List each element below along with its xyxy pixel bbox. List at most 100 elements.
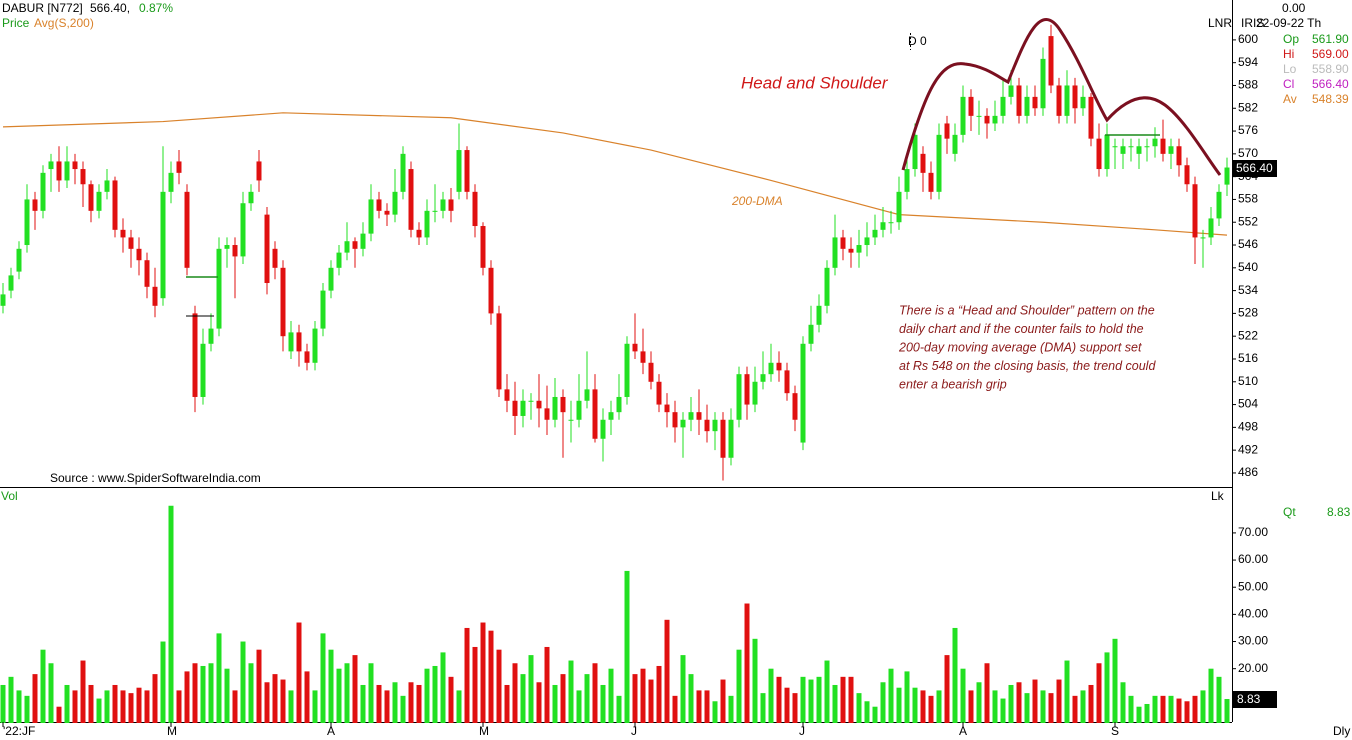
- volume-bar: [328, 649, 334, 723]
- volume-bar: [720, 679, 726, 723]
- volume-bar: [88, 684, 94, 723]
- candle-body: [144, 260, 150, 287]
- candle-body: [1096, 138, 1102, 170]
- candle-body: [632, 343, 638, 352]
- volume-corner: Lk: [1211, 489, 1225, 503]
- candle-body: [1176, 146, 1182, 166]
- candle-body: [360, 233, 366, 249]
- volume-bar: [568, 660, 574, 723]
- y-tick-label: 504: [1238, 397, 1258, 411]
- volume-bar: [792, 693, 798, 723]
- volume-tick-label: 70.00: [1238, 525, 1268, 539]
- candle-body: [1192, 184, 1198, 238]
- candle-body: [1016, 85, 1022, 116]
- volume-bar: [976, 682, 982, 723]
- volume-bar: [1016, 682, 1022, 723]
- candle-body: [136, 248, 142, 261]
- volume-bar: [1032, 679, 1038, 723]
- price-tag: 566.40: [1236, 161, 1273, 175]
- volume-bar: [1096, 663, 1102, 723]
- candle-body: [264, 214, 270, 284]
- info-label: Op: [1283, 32, 1299, 46]
- candle-body: [920, 153, 926, 173]
- legend-price: Price: [2, 16, 30, 30]
- volume-bar: [104, 690, 110, 723]
- volume-bar: [1024, 693, 1030, 723]
- candle-body: [416, 229, 422, 238]
- volume-bar: [1080, 690, 1086, 723]
- volume-bar: [576, 690, 582, 723]
- candle-body: [80, 169, 86, 185]
- candle-body: [192, 313, 198, 397]
- candle-body: [888, 222, 894, 224]
- volume-bar: [208, 663, 214, 723]
- candle-body: [48, 161, 54, 170]
- info-value: 561.90: [1312, 32, 1349, 46]
- change: 0.87%: [139, 1, 173, 15]
- candle-body: [656, 381, 662, 405]
- volume-bar: [1104, 652, 1110, 723]
- candle-body: [1224, 167, 1230, 185]
- candle-body: [352, 241, 358, 249]
- candle-body: [1048, 36, 1054, 86]
- volume-bar: [600, 684, 606, 723]
- candle-body: [224, 245, 230, 249]
- candle-body: [528, 400, 534, 402]
- volume-bar: [448, 676, 454, 723]
- candle-body: [544, 408, 550, 420]
- candle-body: [840, 237, 846, 249]
- y-tick-label: 588: [1238, 78, 1258, 92]
- volume-bar: [1208, 668, 1214, 723]
- candle-body: [1088, 96, 1094, 139]
- volume-bar: [456, 690, 462, 723]
- volume-bar: [536, 682, 542, 723]
- candle-body: [736, 374, 742, 420]
- candle-body: [304, 351, 310, 363]
- volume-bar: [48, 663, 54, 723]
- candle-body: [424, 210, 430, 238]
- volume-bar: [416, 684, 422, 723]
- x-tick-label: J: [631, 724, 637, 738]
- info-label: Cl: [1283, 77, 1294, 91]
- volume-bar: [312, 690, 318, 723]
- volume-bar: [960, 668, 966, 723]
- volume-bar: [144, 690, 150, 723]
- info-value: 558.90: [1312, 62, 1349, 76]
- candle-body: [512, 400, 518, 416]
- volume-bar: [1088, 684, 1094, 723]
- note-line: daily chart and if the counter fails to …: [899, 322, 1144, 336]
- candle-body: [88, 184, 94, 211]
- volume-bar: [256, 649, 262, 723]
- candle-body: [408, 169, 414, 230]
- volume-bar: [504, 684, 510, 723]
- candle-body: [1216, 191, 1222, 219]
- candle-body: [1168, 146, 1174, 154]
- candle-body: [112, 180, 118, 230]
- candle-body: [232, 245, 238, 257]
- y-tick-label: 522: [1238, 328, 1258, 342]
- candle-body: [376, 199, 382, 211]
- volume-bar: [936, 690, 942, 723]
- volume-bar: [704, 690, 710, 723]
- candle-body: [312, 328, 318, 363]
- volume-bar: [672, 695, 678, 723]
- volume-bar: [912, 687, 918, 723]
- volume-bar: [1056, 679, 1062, 723]
- info-top: 0.00: [1282, 1, 1306, 15]
- candle-body: [368, 199, 374, 234]
- candle-body: [104, 180, 110, 192]
- volume-bar: [184, 671, 190, 723]
- candle-body: [1120, 146, 1126, 154]
- volume-bar: [736, 649, 742, 723]
- candle-body: [904, 169, 910, 192]
- candle-body: [1160, 138, 1166, 154]
- info-date: 22-09-22 Th: [1256, 16, 1321, 30]
- note-line: at Rs 548 on the closing basis, the tren…: [899, 359, 1156, 373]
- candle-body: [952, 134, 958, 154]
- last-price: 566.40,: [90, 1, 130, 15]
- marks: [0, 24, 1230, 723]
- candle-body: [640, 351, 646, 363]
- volume-tick-label: 60.00: [1238, 552, 1268, 566]
- y-tick-label: 558: [1238, 192, 1258, 206]
- volume-tick-label: 50.00: [1238, 579, 1268, 593]
